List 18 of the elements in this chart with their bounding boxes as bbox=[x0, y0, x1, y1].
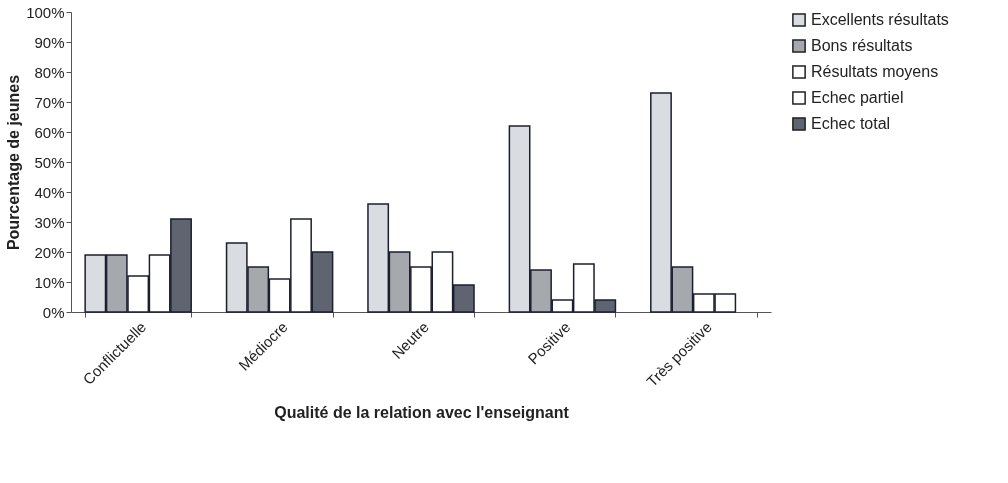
y-tick-label: 20% bbox=[34, 243, 65, 261]
y-tick-label: 40% bbox=[34, 183, 65, 201]
legend-label: Excellents résultats bbox=[811, 11, 949, 28]
y-tick-label: 80% bbox=[34, 63, 65, 81]
y-tick-label: 0% bbox=[42, 303, 65, 321]
y-tick-label: 90% bbox=[34, 33, 65, 51]
y-axis-title: Pourcentage de jeunes bbox=[5, 74, 23, 251]
y-tick-label: 10% bbox=[34, 273, 65, 291]
y-tick-label: 60% bbox=[34, 123, 65, 141]
legend-label: Echec total bbox=[811, 115, 891, 132]
y-tick-label: 70% bbox=[34, 93, 65, 111]
legend-label: Echec partiel bbox=[811, 89, 904, 106]
legend-label: Résultats moyens bbox=[811, 63, 939, 80]
legend-label: Bons résultats bbox=[811, 37, 913, 54]
y-tick-label: 30% bbox=[34, 213, 65, 231]
y-tick-label: 50% bbox=[34, 153, 65, 171]
x-axis-title: Qualité de la relation avec l'enseignant bbox=[274, 403, 570, 421]
y-tick-label: 100% bbox=[26, 3, 65, 21]
